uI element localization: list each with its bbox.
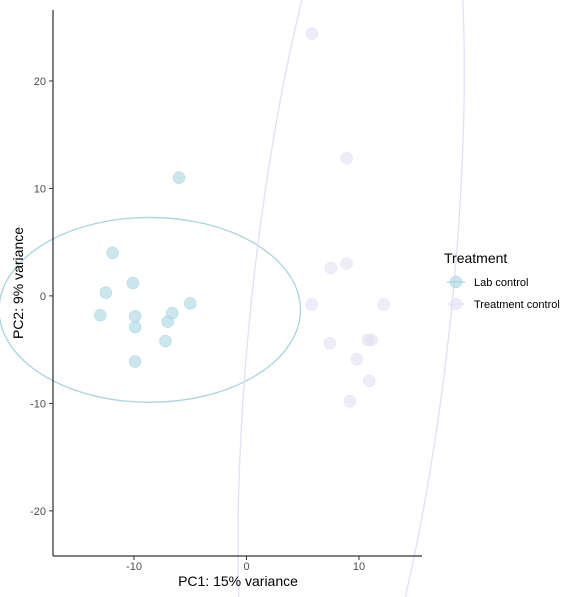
data-point [305, 27, 318, 40]
data-point [106, 246, 119, 260]
data-point [343, 394, 357, 408]
data-point [99, 286, 113, 299]
data-point [184, 297, 197, 310]
data-point [94, 308, 107, 322]
data-point [323, 336, 336, 350]
legend-key-point [449, 297, 463, 311]
legend-key-point [449, 275, 463, 289]
y-tick-label: -20 [30, 506, 46, 518]
data-point [340, 152, 353, 165]
x-tick-label: 0 [243, 561, 249, 573]
legend-label: Treatment control [474, 299, 560, 311]
x-axis-title: PC1: 15% variance [178, 573, 298, 589]
data-point [172, 171, 186, 184]
y-tick-label: 10 [34, 183, 46, 195]
y-tick-label: 0 [40, 291, 46, 303]
y-tick-label: -10 [30, 398, 46, 410]
data-point [350, 353, 363, 366]
data-point [128, 310, 142, 323]
data-point [126, 276, 140, 290]
legend: Treatment Lab control Treatment control [444, 250, 560, 311]
data-point [161, 315, 174, 328]
data-point [340, 257, 353, 270]
x-axis-ticks: -10 0 10 [126, 556, 365, 573]
data-point [128, 355, 142, 368]
x-tick-label: -10 [126, 561, 142, 573]
y-axis-ticks: -20 -10 0 10 20 [30, 76, 53, 518]
confidence-ellipses [0, 0, 465, 597]
data-point [128, 320, 142, 334]
legend-item: Treatment control [447, 297, 560, 311]
data-point [159, 334, 172, 348]
data-point [324, 261, 338, 275]
legend-label: Lab control [474, 277, 528, 289]
data-point [362, 374, 376, 388]
y-tick-label: 20 [34, 76, 46, 88]
x-tick-label: 10 [353, 561, 365, 573]
data-points [94, 27, 390, 408]
data-point [365, 333, 378, 347]
confidence-ellipse [0, 216, 302, 403]
data-point [377, 298, 390, 311]
axes: -10 0 10 -20 -10 0 10 20 [30, 10, 422, 573]
legend-title: Treatment [444, 250, 507, 266]
legend-items: Lab control Treatment control [447, 275, 560, 311]
confidence-ellipse [237, 0, 465, 597]
legend-item: Lab control [447, 275, 528, 289]
y-axis-title: PC2: 9% variance [10, 227, 26, 339]
data-point [305, 298, 318, 311]
